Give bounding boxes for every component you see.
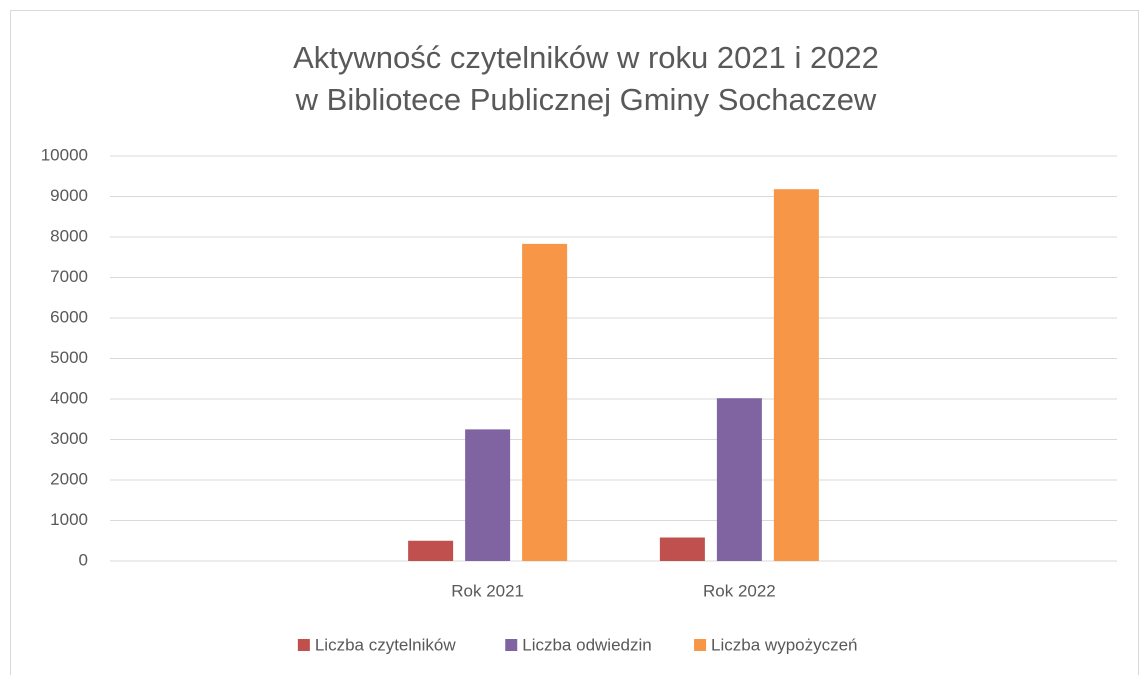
x-tick-label: Rok 2022 <box>703 581 776 600</box>
bar <box>522 243 568 561</box>
y-tick-label: 9000 <box>50 186 88 205</box>
bar <box>716 398 762 561</box>
legend-label: Liczba odwiedzin <box>522 635 651 654</box>
y-tick-label: 0 <box>79 550 88 569</box>
y-tick-label: 5000 <box>50 348 88 367</box>
y-tick-label: 1000 <box>50 510 88 529</box>
y-tick-label: 10000 <box>41 145 88 164</box>
bar <box>408 540 454 561</box>
chart-title: Aktywność czytelników w roku 2021 i 2022 <box>293 40 879 75</box>
legend-label: Liczba wypożyczeń <box>711 635 857 654</box>
y-tick-label: 3000 <box>50 429 88 448</box>
y-tick-label: 8000 <box>50 226 88 245</box>
y-tick-label: 4000 <box>50 388 88 407</box>
bar <box>659 537 705 561</box>
legend-label: Liczba czytelników <box>315 635 457 654</box>
chart-frame <box>10 10 1139 675</box>
legend-swatch <box>694 639 707 651</box>
legend-swatch <box>505 639 518 651</box>
y-tick-label: 6000 <box>50 307 88 326</box>
y-tick-label: 2000 <box>50 469 88 488</box>
bar <box>773 189 819 561</box>
chart-title: w Bibliotece Publicznej Gminy Sochaczew <box>295 82 877 117</box>
y-tick-label: 7000 <box>50 267 88 286</box>
legend-swatch <box>297 639 310 651</box>
x-tick-label: Rok 2021 <box>451 581 524 600</box>
bar <box>465 429 511 561</box>
